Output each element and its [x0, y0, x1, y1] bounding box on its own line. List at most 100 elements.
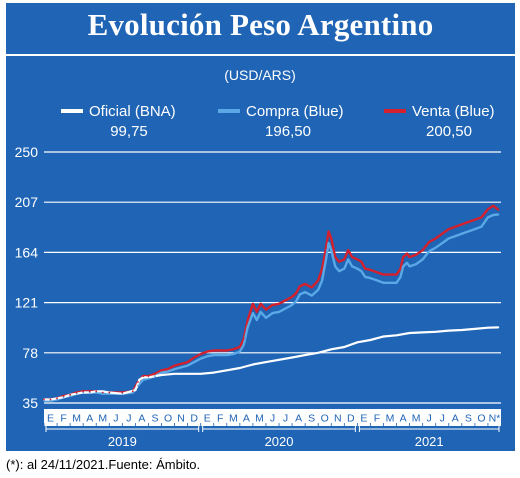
data-point [487, 216, 489, 219]
data-point [186, 372, 189, 375]
data-point [428, 240, 431, 243]
data-point [291, 356, 293, 359]
data-point [447, 228, 450, 230]
data-point [242, 343, 245, 346]
data-point [310, 294, 313, 297]
month-label: J [126, 413, 131, 425]
month-label: M [98, 413, 107, 425]
month-label: D [190, 413, 198, 425]
month-label: A [86, 413, 93, 425]
data-point [492, 214, 495, 216]
data-point [356, 341, 359, 344]
data-point [343, 267, 346, 270]
month-label: F [217, 413, 223, 425]
data-point [160, 371, 163, 374]
chart-subtitle: (USD/ARS) [224, 67, 296, 83]
data-point [497, 326, 500, 329]
data-point [259, 302, 262, 305]
month-label: J [427, 413, 432, 425]
data-point [338, 270, 340, 272]
data-point [421, 258, 424, 261]
data-point [246, 326, 249, 329]
data-point [225, 349, 228, 352]
data-point [467, 230, 470, 233]
data-point [487, 326, 489, 329]
month-label: M [72, 413, 81, 425]
title-divider [6, 54, 515, 56]
y-tick-label: 207 [15, 194, 39, 210]
data-point [252, 363, 254, 366]
data-point [487, 208, 489, 211]
data-point [69, 393, 72, 396]
data-point [186, 364, 189, 367]
source-note: (*): al 24/11/2021.Fuente: Ámbito. [6, 457, 201, 472]
data-point [317, 351, 320, 354]
data-point [467, 221, 470, 223]
month-label: D [347, 413, 355, 425]
data-point [255, 311, 258, 313]
data-point [291, 304, 293, 306]
data-point [121, 391, 124, 394]
month-label: E [360, 413, 367, 425]
month-label: N [177, 413, 185, 425]
data-point [232, 348, 235, 351]
data-point [460, 223, 463, 226]
data-point [434, 237, 437, 240]
month-label: O [164, 413, 172, 425]
data-point [343, 258, 346, 261]
data-point [88, 390, 91, 393]
data-point [108, 391, 111, 394]
data-point [406, 262, 408, 264]
data-point [304, 291, 307, 293]
data-point [147, 375, 150, 378]
data-point [62, 395, 65, 397]
data-point [295, 300, 297, 303]
data-point [402, 265, 404, 268]
data-point [147, 377, 150, 380]
data-point [160, 374, 163, 376]
data-point [199, 357, 202, 360]
data-point [304, 354, 307, 357]
data-point [95, 390, 98, 393]
data-point [376, 279, 378, 282]
data-point [142, 378, 145, 381]
data-point [154, 372, 156, 375]
data-point [317, 288, 320, 291]
data-point [212, 354, 215, 357]
legend-label: Venta (Blue) [412, 103, 495, 120]
data-point [369, 339, 372, 341]
month-label: E [47, 413, 54, 425]
data-point [142, 375, 145, 378]
month-label: M [229, 413, 238, 425]
data-point [492, 204, 495, 207]
data-point [271, 312, 274, 315]
month-label: F [374, 413, 380, 425]
data-point [338, 260, 340, 263]
data-point [408, 256, 411, 258]
data-point [325, 246, 327, 249]
month-label: S [465, 413, 472, 425]
data-point [131, 390, 134, 393]
data-point [334, 265, 337, 268]
data-point [225, 354, 228, 357]
data-point [347, 249, 350, 251]
data-point [317, 279, 320, 282]
data-point [421, 249, 424, 251]
data-point [137, 384, 139, 387]
data-point [321, 279, 324, 282]
data-point [441, 242, 444, 244]
data-point [167, 368, 169, 371]
data-point [460, 232, 463, 235]
data-point [473, 228, 476, 230]
data-point [389, 273, 391, 276]
data-point [186, 361, 189, 364]
data-point [415, 253, 418, 256]
month-label: J [270, 413, 275, 425]
data-point [434, 246, 437, 249]
data-point [160, 369, 163, 372]
data-point [415, 263, 418, 265]
data-point [356, 258, 359, 261]
data-point [395, 281, 398, 284]
data-point [351, 256, 354, 258]
data-point [351, 265, 354, 268]
